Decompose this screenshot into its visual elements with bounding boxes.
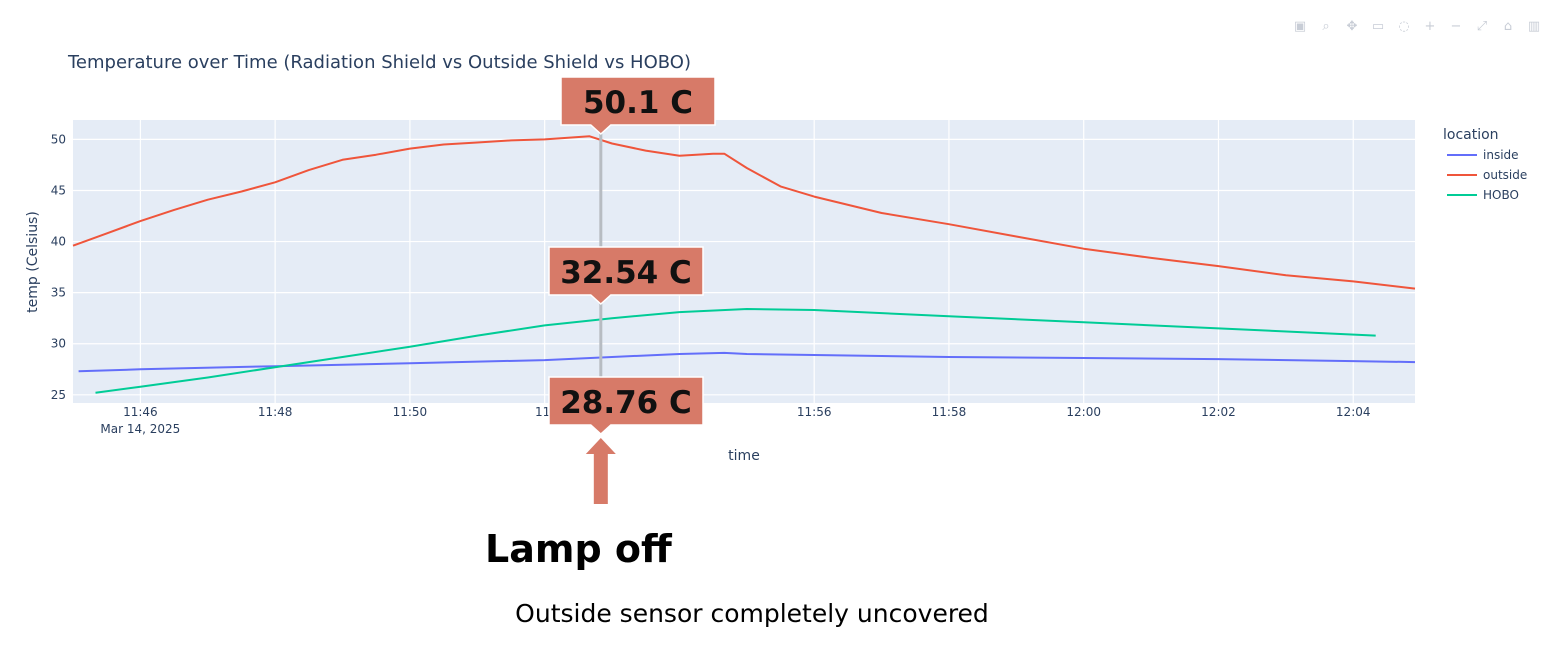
lasso-icon[interactable]: ◌ (1398, 19, 1410, 34)
x-tick-label: 12:00 (1066, 405, 1101, 419)
callouts: 50.1 C 32.54 C 28.76 C (548, 76, 716, 436)
camera-icon[interactable]: ▣ (1293, 19, 1307, 34)
zoom-out-icon[interactable]: − (1450, 19, 1462, 34)
home-icon[interactable]: ⌂ (1503, 19, 1513, 34)
grid (73, 120, 1415, 403)
legend-item-outside: outside (1483, 168, 1527, 182)
callout-box (548, 376, 704, 436)
modebar: ▣ ⌕ ✥ ▭ ◌ + − ⤢ ⌂ ▥ (1292, 20, 1542, 34)
x-tick-label: 12:04 (1336, 405, 1371, 419)
x-tick-label: 11:58 (932, 405, 967, 419)
y-tick-label: 25 (51, 388, 66, 402)
y-tick-label: 40 (51, 235, 66, 249)
x-tick-label: 11:48 (258, 405, 293, 419)
autoscale-icon[interactable]: ⤢ (1476, 19, 1488, 34)
plotly-logo-icon[interactable]: ▥ (1527, 19, 1541, 34)
callout-label: 50.1 C (583, 85, 693, 121)
legend[interactable]: location inside outside HOBO (1443, 127, 1527, 202)
lamp-off-arrow (585, 438, 616, 504)
callout-box (560, 76, 716, 136)
legend-item-inside: inside (1483, 148, 1519, 162)
x-tick-label: 12:02 (1201, 405, 1236, 419)
series-line-hobo (95, 308, 1376, 394)
pan-icon[interactable]: ✥ (1346, 19, 1358, 34)
lamp-off-caption: Outside sensor completely uncovered (515, 599, 989, 628)
y-tick-label: 45 (51, 183, 66, 197)
x-axis-label: time (728, 448, 760, 464)
chart-title: Temperature over Time (Radiation Shield … (67, 52, 691, 73)
y-tick-label: 35 (51, 286, 66, 300)
up-arrow-icon (585, 438, 616, 504)
lamp-off-heading: Lamp off (485, 527, 673, 571)
zoom-in-icon[interactable]: + (1424, 19, 1436, 34)
series-line-outside (72, 135, 1416, 290)
legend-item-hobo: HOBO (1483, 188, 1519, 202)
x-tick-label: 11:50 (393, 405, 428, 419)
x-tick-date-label: Mar 14, 2025 (100, 422, 180, 436)
plot-area[interactable] (73, 120, 1415, 403)
y-tick-label: 30 (51, 337, 66, 351)
y-axis-label: temp (Celsius) (25, 211, 41, 313)
y-axis-ticks: 25 30 35 40 45 50 (51, 132, 66, 401)
x-tick-label: 11:46 (123, 405, 158, 419)
series-line-inside (78, 351, 1416, 373)
y-tick-label: 50 (51, 132, 66, 146)
zoom-icon[interactable]: ⌕ (1322, 19, 1330, 34)
callout-label: 32.54 C (560, 255, 692, 291)
callout-box (548, 246, 704, 306)
callout-label: 28.76 C (560, 385, 692, 421)
box-select-icon[interactable]: ▭ (1371, 19, 1385, 34)
series-lines (72, 135, 1416, 394)
x-tick-label: 11:56 (797, 405, 832, 419)
legend-title: location (1443, 127, 1499, 143)
